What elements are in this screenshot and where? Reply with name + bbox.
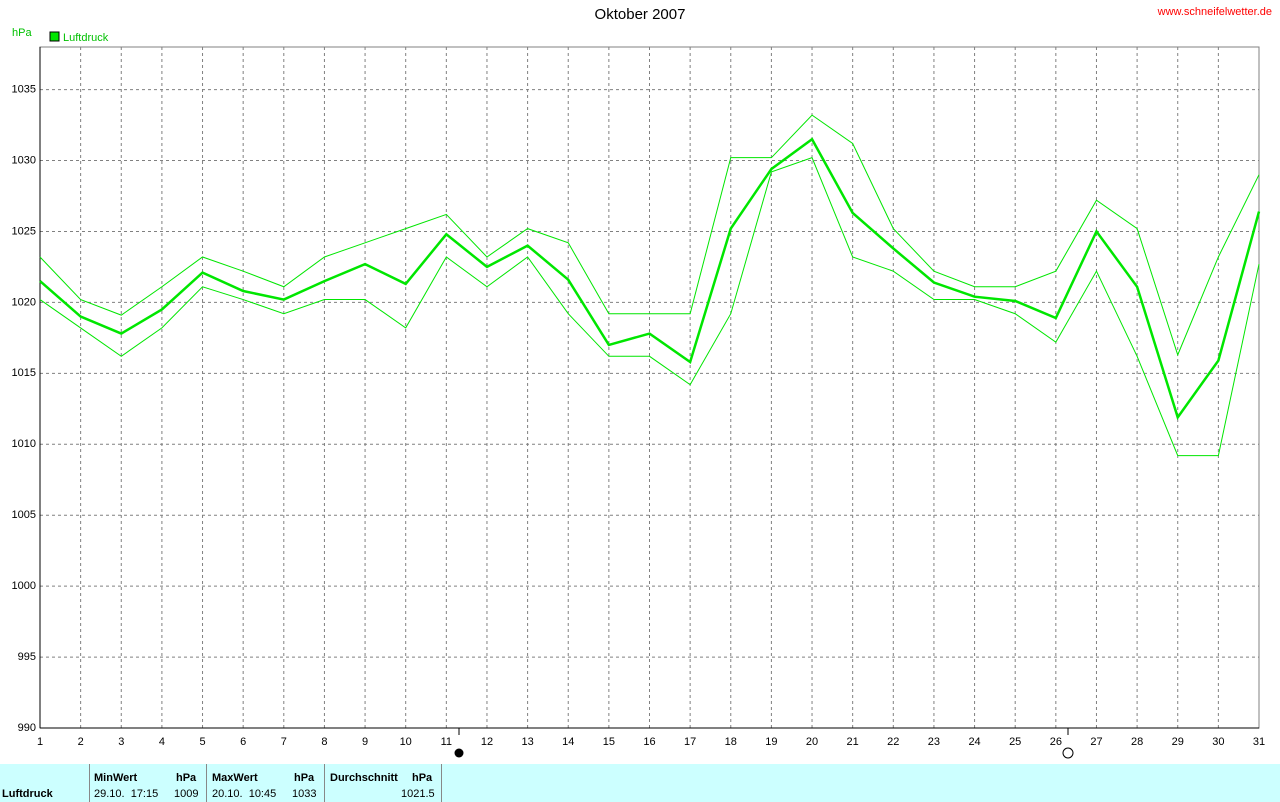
- x-tick-label: 7: [281, 736, 287, 748]
- x-tick-label: 22: [887, 736, 899, 748]
- x-tick-label: 23: [928, 736, 940, 748]
- col-header: MinWert: [94, 772, 138, 784]
- x-tick-label: 25: [1009, 736, 1021, 748]
- x-tick-label: 18: [725, 736, 737, 748]
- x-tick-label: 31: [1253, 736, 1265, 748]
- chart-title: Oktober 2007: [595, 6, 686, 23]
- x-tick-label: 28: [1131, 736, 1143, 748]
- col-header: Durchschnitt: [330, 772, 398, 784]
- y-tick-label: 995: [18, 651, 36, 663]
- col-value: 1033: [292, 788, 317, 800]
- series-line: [39, 137, 1261, 421]
- col-header: MaxWert: [212, 772, 258, 784]
- new-moon: [1062, 747, 1074, 759]
- col-unit: hPa: [294, 772, 315, 784]
- legend-swatch: [49, 31, 60, 42]
- col-unit: hPa: [412, 772, 433, 784]
- x-tick-label: 30: [1212, 736, 1224, 748]
- x-tick-label: 4: [159, 736, 165, 748]
- x-tick-label: 26: [1050, 736, 1062, 748]
- y-tick-label: 1010: [12, 438, 36, 450]
- x-tick-label: 11: [441, 736, 452, 748]
- y-tick-label: 990: [18, 722, 36, 734]
- full-moon: [454, 748, 464, 758]
- y-tick-label: 1015: [12, 367, 36, 379]
- x-tick-label: 6: [240, 736, 246, 748]
- x-tick-label: 13: [521, 736, 533, 748]
- x-tick-label: 9: [362, 736, 368, 748]
- x-tick-label: 17: [684, 736, 696, 748]
- x-tick-label: 16: [643, 736, 655, 748]
- series-line: [39, 114, 1260, 357]
- y-tick-label: 1035: [12, 83, 36, 95]
- x-tick-label: 1: [37, 736, 43, 748]
- x-tick-label: 19: [765, 736, 777, 748]
- col-time: 29.10. 17:15: [94, 788, 159, 800]
- y-tick-label: 1030: [12, 154, 36, 166]
- row-label: Luftdruck: [2, 788, 53, 800]
- x-tick-label: 12: [481, 736, 493, 748]
- chart: Oktober 2007 www.schneifelwetter.de hPa …: [12, 6, 1272, 759]
- col-unit: hPa: [176, 772, 197, 784]
- col-value: 1021.5: [401, 788, 435, 800]
- x-tick-label: 15: [603, 736, 615, 748]
- x-tick-label: 24: [968, 736, 980, 748]
- stats-table: Luftdruck MinWert hPa 29.10. 17:15 1009 …: [0, 764, 1280, 802]
- x-tick-label: 10: [400, 736, 412, 748]
- y-tick-label: 1020: [12, 296, 36, 308]
- x-tick-label: 27: [1090, 736, 1102, 748]
- x-tick-label: 21: [847, 736, 859, 748]
- x-tick-label: 29: [1172, 736, 1184, 748]
- x-tick-label: 2: [78, 736, 84, 748]
- y-axis-label: hPa: [12, 27, 32, 39]
- x-tick-label: 8: [321, 736, 327, 748]
- x-tick-label: 3: [118, 736, 124, 748]
- col-value: 1009: [174, 788, 199, 800]
- y-tick-label: 1000: [12, 580, 36, 592]
- legend-label: Luftdruck: [63, 32, 109, 44]
- y-tick-label: 1025: [12, 225, 36, 237]
- x-tick-label: 5: [199, 736, 205, 748]
- x-tick-label: 20: [806, 736, 818, 748]
- y-tick-label: 1005: [12, 509, 36, 521]
- col-time: 20.10. 10:45: [212, 788, 277, 800]
- x-tick-label: 14: [562, 736, 574, 748]
- source: www.schneifelwetter.de: [1157, 6, 1272, 18]
- series-line: [39, 157, 1260, 457]
